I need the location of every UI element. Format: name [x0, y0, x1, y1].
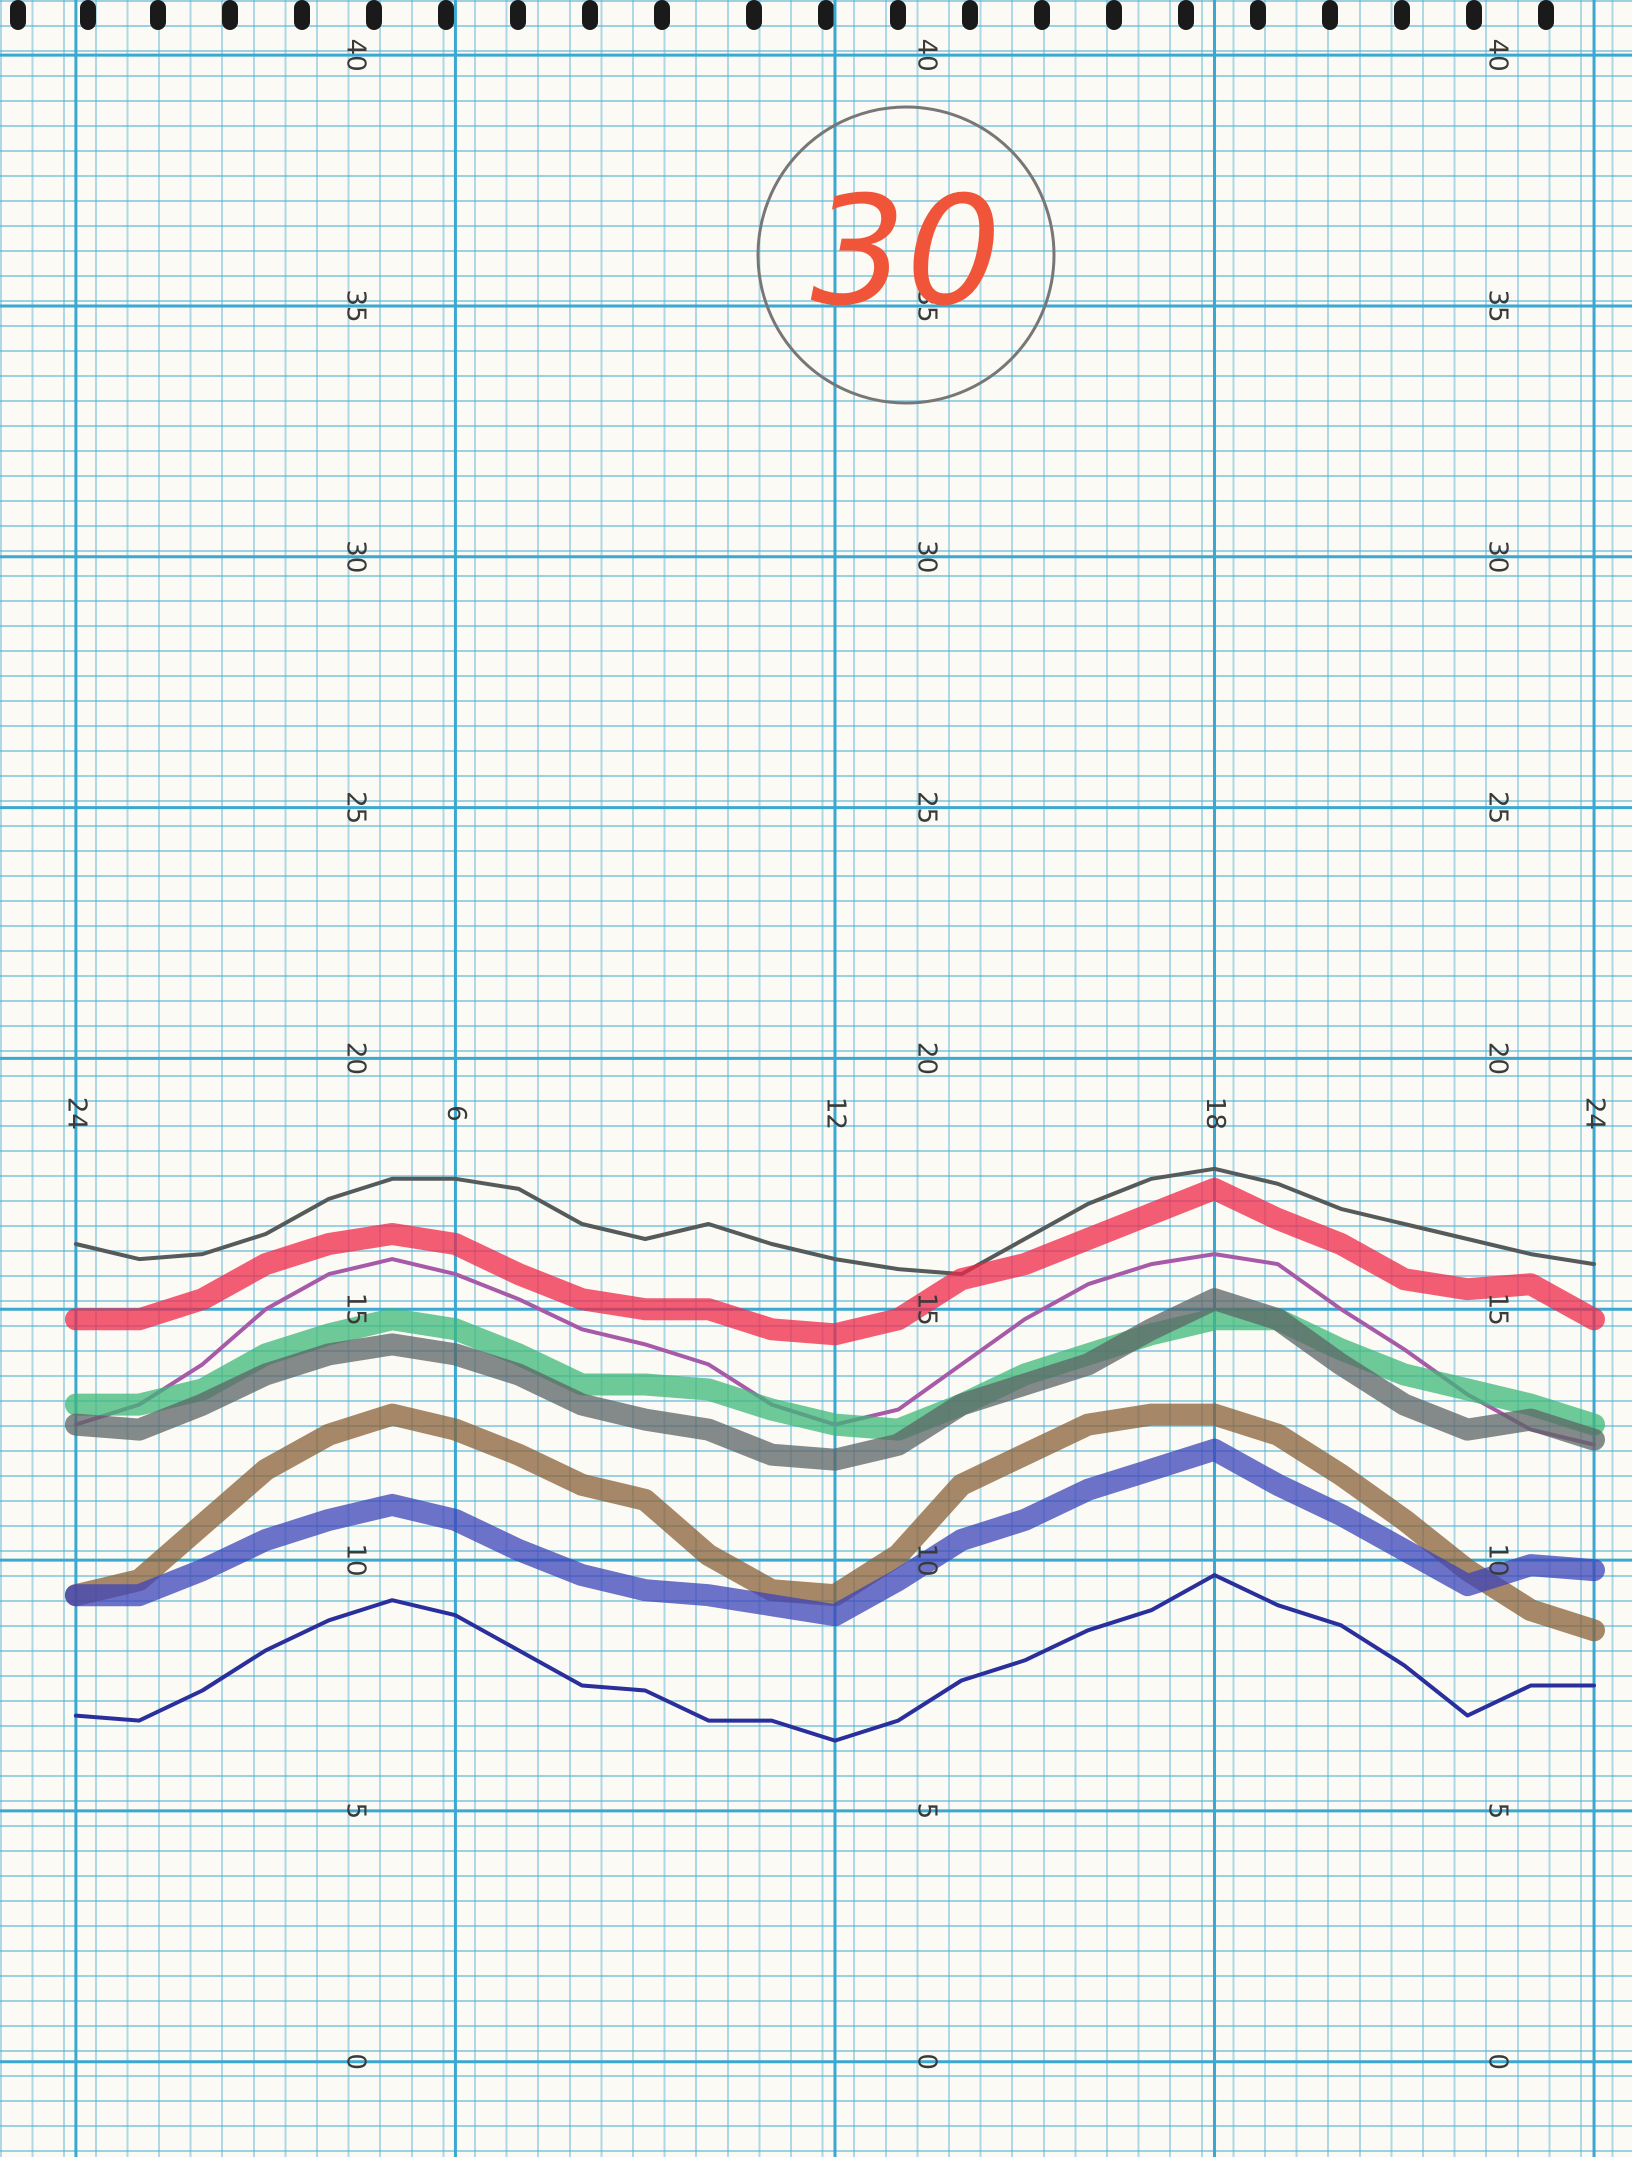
annotation: 30	[811, 165, 1002, 339]
y-tick-label: 15	[912, 1293, 942, 1326]
y-tick-label: 15	[341, 1293, 371, 1326]
y-tick-label: 40	[1483, 39, 1513, 72]
y-tick-label: 30	[341, 540, 371, 573]
y-tick-label: 5	[1483, 1803, 1513, 1820]
traces	[64, 1166, 1605, 1743]
y-tick-label: 25	[912, 791, 942, 824]
y-tick-label: 10	[912, 1544, 942, 1577]
x-tick-label: 6	[441, 1105, 471, 1122]
trace	[64, 1288, 1605, 1471]
y-tick-label: 35	[341, 289, 371, 322]
y-tick-label: 35	[912, 289, 942, 322]
trace	[73, 1166, 1596, 1277]
trace	[64, 1438, 1605, 1627]
y-tick-label: 40	[912, 39, 942, 72]
y-tick-label: 0	[912, 2053, 942, 2070]
y-tick-label: 25	[341, 791, 371, 824]
y-tick-label: 35	[1483, 289, 1513, 322]
y-tick-label: 5	[912, 1803, 942, 1820]
y-tick-label: 30	[912, 540, 942, 573]
x-tick-label: 18	[1200, 1097, 1230, 1130]
trace	[64, 1403, 1605, 1642]
y-tick-label: 20	[1483, 1042, 1513, 1075]
x-tick-label: 24	[1580, 1097, 1610, 1130]
y-tick-label: 20	[341, 1042, 371, 1075]
y-tick-label: 10	[1483, 1544, 1513, 1577]
spiral-binding	[10, 0, 1554, 30]
y-tick-label: 20	[912, 1042, 942, 1075]
trace	[64, 1177, 1605, 1346]
x-tick-label: 24	[61, 1097, 91, 1130]
y-tick-label: 0	[1483, 2053, 1513, 2070]
y-tick-label: 5	[341, 1803, 371, 1820]
y-tick-label: 0	[341, 2053, 371, 2070]
y-tick-label: 25	[1483, 791, 1513, 824]
y-tick-label: 30	[1483, 540, 1513, 573]
y-tick-label: 10	[341, 1544, 371, 1577]
x-tick-label: 12	[820, 1097, 850, 1130]
y-tick-label: 15	[1483, 1293, 1513, 1326]
annotation-circle	[756, 105, 1056, 405]
y-tick-label: 40	[341, 39, 371, 72]
trace	[64, 1308, 1605, 1441]
trace	[73, 1573, 1596, 1743]
